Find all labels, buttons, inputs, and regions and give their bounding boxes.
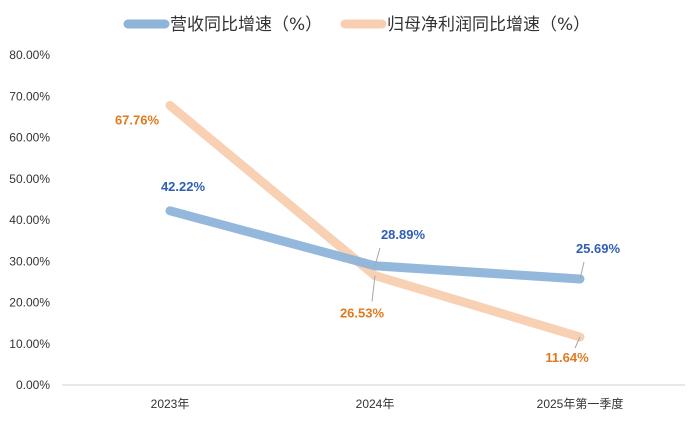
y-tick-label: 30.00% (9, 254, 50, 268)
data-labels: 42.22% 28.89% 25.69% 67.76% 26.53% 11.64% (115, 112, 621, 364)
label-leader-lines (371, 247, 585, 349)
y-tick-label: 0.00% (16, 378, 50, 392)
y-tick-label: 10.00% (9, 337, 50, 351)
x-tick-label: 2023年 (151, 397, 190, 411)
data-label: 26.53% (340, 306, 385, 321)
data-label: 25.69% (576, 241, 621, 256)
x-tick-label: 2025年第一季度 (537, 396, 624, 411)
legend: 营收同比增速（%） 归母净利润同比增速（%） (123, 15, 590, 35)
y-tick-label: 20.00% (9, 296, 50, 310)
legend-label-net-profit: 归母净利润同比增速（%） (387, 15, 590, 35)
data-label: 67.76% (115, 112, 160, 127)
y-tick-label: 80.00% (9, 48, 50, 62)
y-axis-ticks: 0.00% 10.00% 20.00% 30.00% 40.00% 50.00% 60.00… (9, 48, 50, 392)
legend-label-revenue: 营收同比增速（%） (170, 15, 322, 35)
data-label: 11.64% (545, 350, 589, 365)
x-axis-ticks: 2023年 2024年 2025年第一季度 (151, 396, 624, 411)
data-label: 42.22% (161, 179, 206, 194)
x-tick-label: 2024年 (356, 397, 395, 411)
series-lines (165, 101, 585, 342)
label-leader-line (574, 336, 581, 349)
y-tick-label: 70.00% (9, 89, 50, 103)
series-line-net-profit (165, 101, 585, 342)
y-tick-label: 50.00% (9, 172, 50, 186)
label-leader-line (579, 261, 585, 280)
series-line-revenue (165, 206, 585, 284)
y-tick-label: 60.00% (9, 131, 50, 145)
y-tick-label: 40.00% (9, 213, 50, 227)
label-leader-line (371, 275, 376, 302)
label-leader-line (374, 247, 381, 266)
data-label: 28.89% (381, 227, 426, 242)
